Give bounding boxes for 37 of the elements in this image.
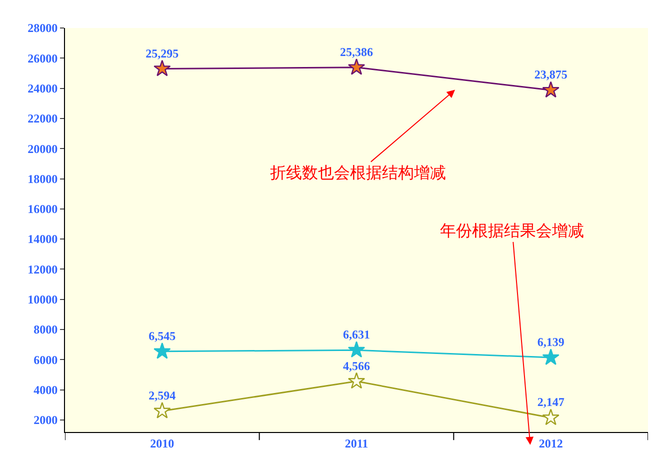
data-label: 2,594	[148, 388, 176, 402]
x-tick-label: 2012	[538, 436, 563, 450]
annotation: 年份根据结果会增减	[440, 221, 584, 240]
data-label: 25,295	[146, 46, 179, 60]
data-label: 6,631	[343, 328, 370, 342]
data-label: 23,875	[534, 68, 568, 82]
point	[542, 81, 560, 98]
y-tick-label: 2000	[34, 413, 58, 428]
point	[348, 372, 366, 389]
point	[348, 58, 366, 75]
y-tick-label: 24000	[28, 82, 58, 96]
y-tick-label: 18000	[28, 172, 58, 186]
point	[154, 342, 171, 359]
point	[542, 348, 560, 365]
point	[154, 402, 171, 418]
data-label: 6,139	[537, 335, 564, 350]
y-tick-label: 22000	[28, 112, 58, 126]
data-label: 4,566	[343, 358, 370, 373]
data-label: 2,147	[537, 395, 564, 410]
data-label: 6,545	[148, 328, 176, 343]
y-tick-label: 26000	[28, 51, 58, 66]
point	[542, 408, 560, 426]
y-tick-label: 28000	[28, 21, 58, 36]
y-tick-label: 16000	[28, 202, 58, 216]
data-label: 25,386	[340, 44, 373, 59]
annotation: 折线数也会根据结构增减	[270, 163, 446, 182]
y-tick-label: 12000	[28, 262, 58, 276]
x-tick-label: 2010	[150, 436, 174, 450]
y-tick-label: 8000	[34, 322, 58, 337]
point	[154, 60, 171, 76]
y-tick-label: 10000	[28, 292, 58, 307]
y-tick-label: 14000	[28, 232, 58, 246]
y-tick-label: 20000	[28, 142, 58, 156]
y-tick-label: 4000	[34, 382, 58, 397]
y-tick-label: 6000	[34, 352, 58, 367]
point	[348, 341, 366, 358]
x-tick-label: 2011	[344, 436, 368, 450]
